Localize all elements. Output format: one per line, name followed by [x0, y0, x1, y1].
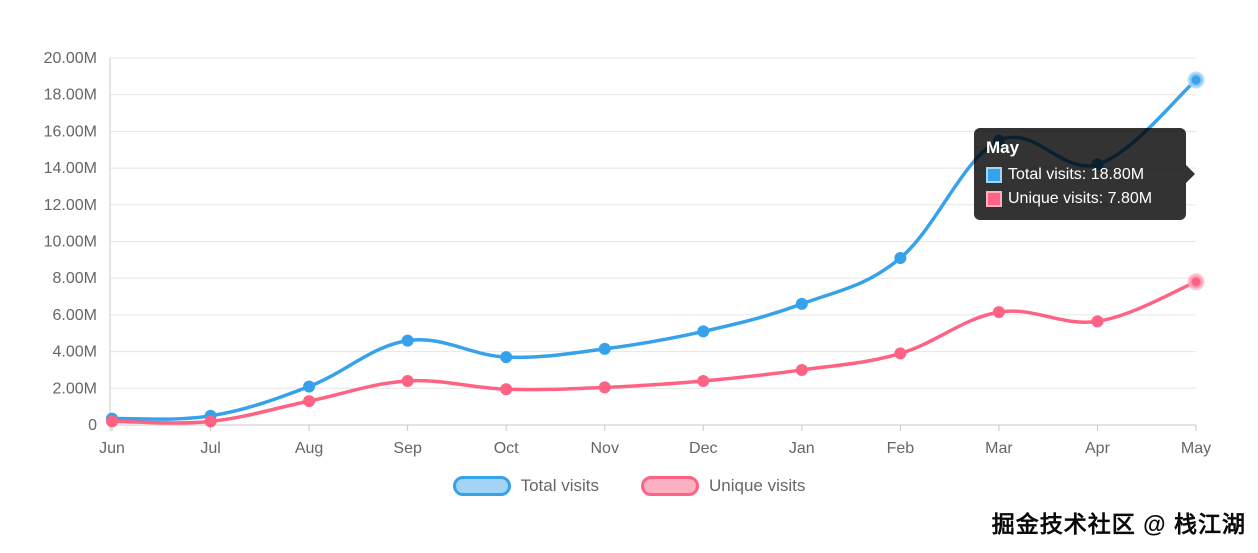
- svg-text:8.00M: 8.00M: [53, 270, 97, 287]
- svg-text:Dec: Dec: [689, 440, 717, 457]
- legend-item-unique-visits[interactable]: Unique visits: [641, 476, 805, 496]
- legend-swatch-total-visits: [452, 476, 511, 496]
- svg-text:2.00M: 2.00M: [53, 380, 97, 397]
- svg-text:14.00M: 14.00M: [44, 160, 97, 177]
- svg-text:Apr: Apr: [1085, 440, 1111, 457]
- svg-text:Oct: Oct: [494, 440, 519, 457]
- legend-label-unique-visits: Unique visits: [709, 476, 806, 495]
- chart-tooltip: May Total visits: 18.80M Unique visits: …: [974, 128, 1186, 220]
- legend-label-total-visits: Total visits: [520, 476, 600, 495]
- watermark-text: 掘金技术社区 @ 栈江湖: [991, 511, 1246, 537]
- svg-text:18.00M: 18.00M: [44, 87, 97, 104]
- tooltip-swatch-total-visits: [986, 167, 1002, 183]
- chart-legend: Total visits Unique visits: [0, 476, 1258, 496]
- svg-text:Mar: Mar: [985, 440, 1013, 457]
- svg-text:12.00M: 12.00M: [44, 197, 97, 214]
- legend-swatch-unique-visits: [641, 476, 700, 496]
- legend-item-total-visits[interactable]: Total visits: [452, 476, 600, 496]
- tooltip-title: May: [986, 138, 1020, 157]
- line-chart-plot[interactable]: 0 2.00M 4.00M 6.00M 8.00M 10.00M 12.00M 14.00M 1…: [0, 0, 1258, 470]
- svg-text:20.00M: 20.00M: [44, 50, 97, 67]
- svg-text:Feb: Feb: [887, 440, 915, 457]
- svg-text:Aug: Aug: [295, 440, 323, 457]
- svg-text:0: 0: [88, 417, 97, 434]
- svg-text:May: May: [1181, 440, 1211, 457]
- tooltip-value-total-visits: Total visits: 18.80M: [1008, 166, 1145, 183]
- svg-text:Nov: Nov: [591, 440, 619, 457]
- tooltip-row-total-visits: Total visits: 18.80M: [986, 166, 1174, 184]
- tooltip-row-unique-visits: Unique visits: 7.80M: [986, 190, 1174, 208]
- svg-text:4.00M: 4.00M: [53, 344, 97, 361]
- svg-text:10.00M: 10.00M: [44, 234, 97, 251]
- svg-text:Jul: Jul: [200, 440, 220, 457]
- tooltip-swatch-unique-visits: [986, 191, 1002, 207]
- svg-text:6.00M: 6.00M: [53, 307, 97, 324]
- svg-text:Sep: Sep: [393, 440, 422, 457]
- tooltip-value-unique-visits: Unique visits: 7.80M: [1008, 190, 1153, 207]
- svg-text:Jun: Jun: [99, 440, 125, 457]
- svg-text:16.00M: 16.00M: [44, 123, 97, 140]
- svg-text:Jan: Jan: [789, 440, 815, 457]
